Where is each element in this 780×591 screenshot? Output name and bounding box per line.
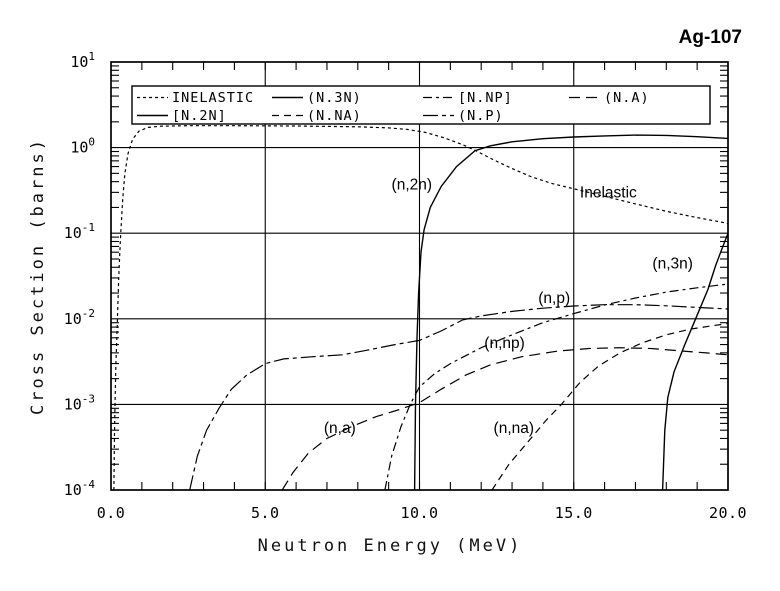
legend-label-n3n: (N.3N) xyxy=(307,90,362,106)
legend-label-na: (N.A) xyxy=(604,90,650,106)
y-axis-title: Cross Section (barns) xyxy=(28,137,48,415)
annotation-n3n: (n,3n) xyxy=(652,256,693,273)
legend-box xyxy=(131,85,711,125)
annotation-inelastic: Inelastic xyxy=(580,184,637,201)
curve-n3n xyxy=(661,232,728,490)
y-tick-label-1e-3: 10-3 xyxy=(64,392,95,413)
x-tick-label-20.0: 20.0 xyxy=(709,504,747,522)
y-tick-label-1e-1: 10-1 xyxy=(64,221,95,242)
curve-nna xyxy=(491,323,728,490)
y-tick-label-1e-4: 10-4 xyxy=(64,478,96,499)
annotation-na: (n,a) xyxy=(324,420,356,437)
y-tick-label-1e-2: 10-2 xyxy=(64,307,95,328)
legend-label-nnp: [N.NP] xyxy=(458,90,513,106)
x-tick-label-10.0: 10.0 xyxy=(400,504,438,522)
curve-na xyxy=(281,347,728,490)
annotation-nnp: (n,np) xyxy=(484,335,525,352)
legend-label-inelastic: INELASTIC xyxy=(172,90,254,106)
annotation-n2n: (n,2n) xyxy=(392,177,433,194)
y-tick-label-1e0: 100 xyxy=(70,136,95,157)
x-axis-title: Neutron Energy (MeV) xyxy=(257,536,523,556)
curve-nnp xyxy=(384,283,728,490)
plot-frame xyxy=(110,61,729,491)
x-tick-label-15.0: 15.0 xyxy=(555,504,593,522)
y-tick-label-1e1: 101 xyxy=(70,50,95,71)
annotation-np: (n,p) xyxy=(538,290,570,307)
x-tick-label-0.0: 0.0 xyxy=(97,504,126,522)
curve-inelastic xyxy=(113,125,728,490)
legend-label-n2n: [N.2N] xyxy=(172,108,227,124)
annotation-nna: (n,na) xyxy=(494,420,535,437)
curve-np xyxy=(189,304,728,490)
curve-n2n xyxy=(413,134,728,490)
chart-title: Ag-107 xyxy=(678,27,742,48)
x-tick-label-5.0: 5.0 xyxy=(251,504,280,522)
legend-label-np: (N.P) xyxy=(458,108,504,124)
legend-label-nna: (N.NA) xyxy=(307,108,362,124)
